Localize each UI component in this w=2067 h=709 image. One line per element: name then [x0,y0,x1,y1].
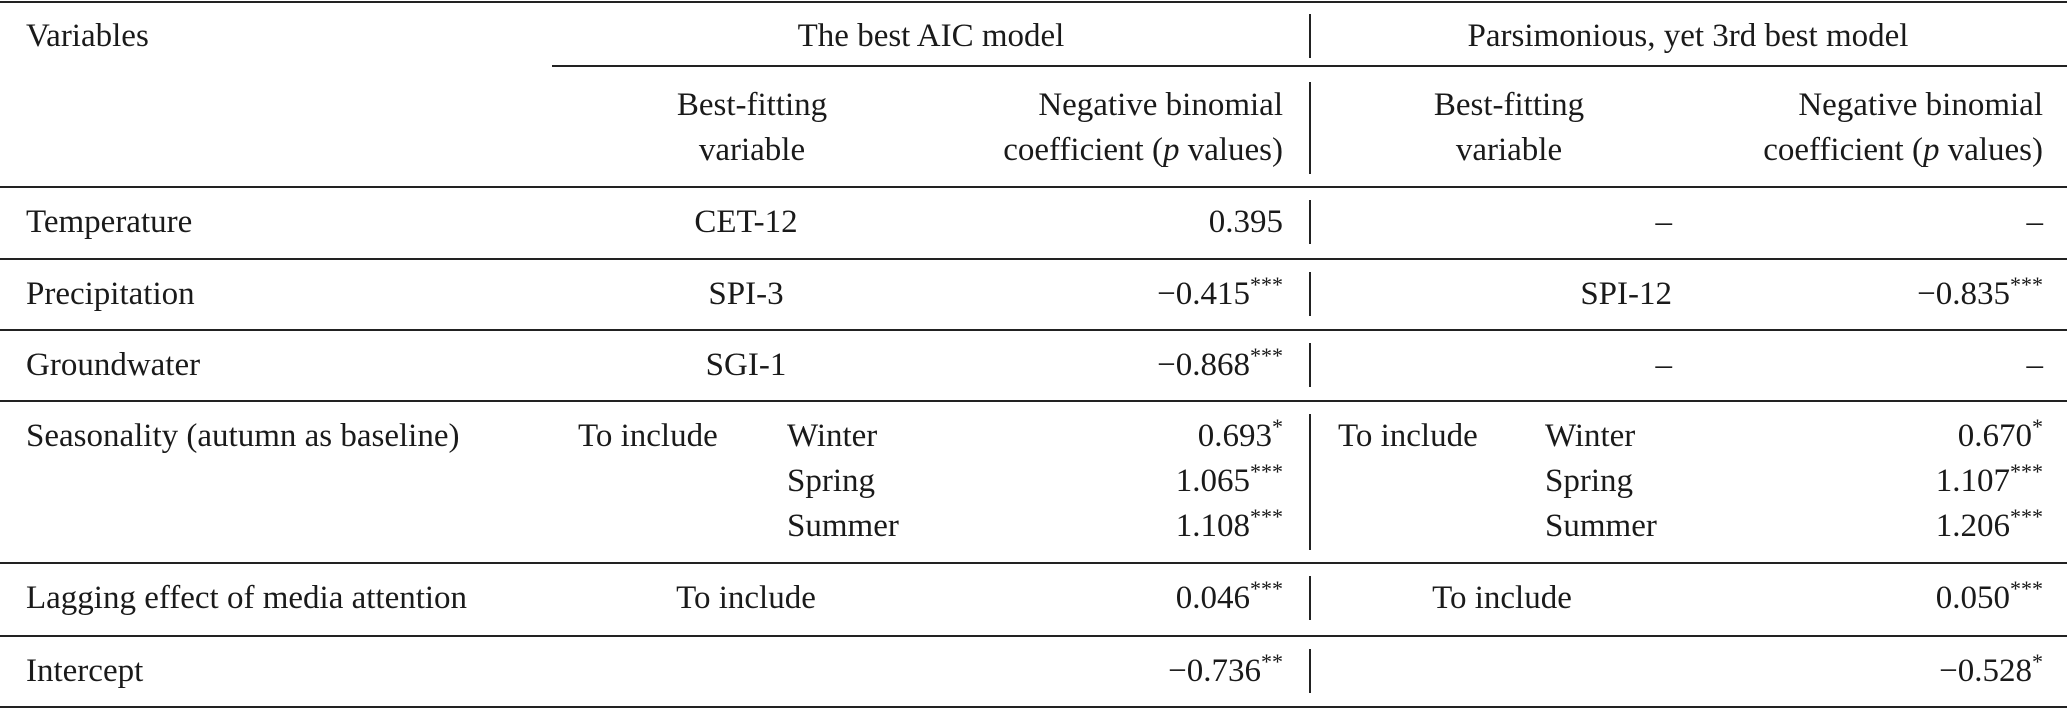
row-separator-3 [1309,343,1311,387]
groundwater-m1-coef: −0.868*** [1157,343,1283,383]
coef-summer: 1.206*** [1935,504,2043,544]
intercept-m2-coef: −0.528* [1939,649,2043,689]
intercept-m1-coef: −0.736** [1168,649,1283,689]
temperature-m2-coef: – [2026,204,2044,240]
m2-best-fitting-header: Best-fitting variable [1434,89,1584,167]
row-label-temperature: Temperature [26,204,193,240]
row-label-seasonality: Seasonality (autumn as baseline) [26,418,460,454]
seasonality-m1-coefs: 0.693* 1.065*** 1.108*** [1175,414,1283,544]
precipitation-m1-coef: −0.415*** [1157,272,1283,312]
best-fitting-line1: Best-fitting [676,87,828,123]
row-separator-6 [1309,649,1311,693]
m1-best-fitting-header: Best-fitting variable [677,89,827,167]
row-rule-4 [0,562,2067,564]
row-label-media: Lagging effect of media attention [26,580,468,616]
row-label-intercept: Intercept [26,653,144,689]
best-fitting-line2: variable [1455,132,1563,168]
best-fitting-line2: variable [698,132,806,168]
coef-header-line1: Negative binomial [1038,87,1283,123]
top-rule [0,1,2067,3]
row-label-groundwater: Groundwater [26,347,201,383]
row-rule-5 [0,635,2067,637]
coef-header-line2: coefficient (p values) [1763,132,2043,168]
row-separator-5 [1309,576,1311,620]
temperature-m2-var: – [1655,204,1673,240]
season-summer: Summer [787,508,899,544]
precipitation-m2-var: SPI-12 [1580,276,1672,312]
season-winter: Winter [1545,418,1636,454]
variables-header: Variables [26,18,149,54]
row-rule-2 [0,329,2067,331]
row-rule-1 [0,258,2067,260]
season-summer: Summer [1545,508,1657,544]
row-separator-2 [1309,272,1311,316]
group-separator [1309,14,1311,58]
season-spring: Spring [787,463,876,499]
group-rule [552,65,2067,67]
seasonality-m1-include: To include [578,418,718,454]
temperature-m1-coef: 0.395 [1208,204,1283,240]
m1-coef-header: Negative binomial coefficient (p values) [1003,89,1283,167]
bottom-rule [0,706,2067,708]
groundwater-m1-var: SGI-1 [705,347,787,383]
media-m1-coef: 0.046*** [1175,576,1283,616]
row-separator-1 [1309,200,1311,244]
seasonality-m1-seasons: Winter Spring Summer [787,420,899,543]
m2-coef-header: Negative binomial coefficient (p values) [1763,89,2043,167]
coef-summer: 1.108*** [1175,504,1283,544]
coef-winter: 0.693* [1197,414,1283,454]
seasonality-m2-include: To include [1338,418,1478,454]
media-m1-var: To include [676,580,816,616]
group2-title: Parsimonious, yet 3rd best model [1467,18,1909,54]
subheader-separator [1309,82,1311,174]
temperature-m1-var: CET-12 [694,204,798,240]
precipitation-m2-coef: −0.835*** [1917,272,2043,312]
row-rule-3 [0,400,2067,402]
seasonality-m2-coefs: 0.670* 1.107*** 1.206*** [1935,414,2043,544]
coef-winter: 0.670* [1957,414,2043,454]
groundwater-m2-var: – [1655,347,1673,383]
season-winter: Winter [787,418,878,454]
groundwater-m2-coef: – [2026,347,2044,383]
header-rule [0,186,2067,188]
coef-spring: 1.065*** [1175,459,1283,499]
media-m2-var: To include [1432,580,1572,616]
group1-title: The best AIC model [797,18,1065,54]
coef-header-line2: coefficient (p values) [1003,132,1283,168]
best-fitting-line1: Best-fitting [1433,87,1585,123]
precipitation-m1-var: SPI-3 [708,276,784,312]
row-separator-4 [1309,414,1311,550]
coef-header-line1: Negative binomial [1798,87,2043,123]
row-label-precipitation: Precipitation [26,276,195,312]
coef-spring: 1.107*** [1935,459,2043,499]
seasonality-m2-seasons: Winter Spring Summer [1545,420,1657,543]
media-m2-coef: 0.050*** [1935,576,2043,616]
season-spring: Spring [1545,463,1634,499]
